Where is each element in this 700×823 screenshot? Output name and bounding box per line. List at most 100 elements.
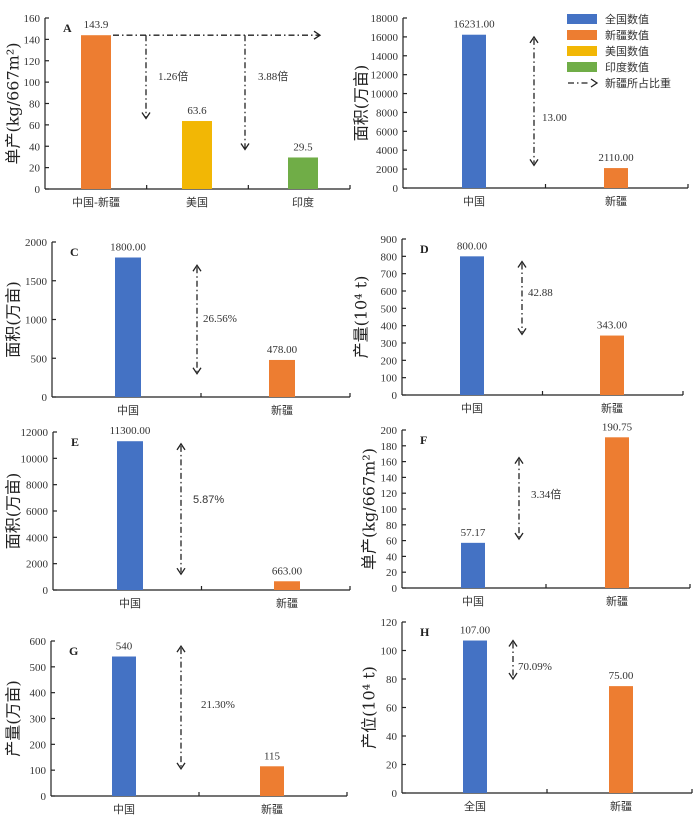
category-label: 新疆 (610, 799, 632, 813)
y-axis-label: 产量(10⁴ t) (352, 276, 371, 359)
y-tick-label: 900 (381, 234, 398, 246)
ratio-annotation: 3.88倍 (258, 69, 288, 83)
arrowhead-down (529, 158, 539, 167)
arrowhead-down (176, 567, 186, 576)
y-tick-label: 14000 (371, 51, 399, 63)
bar-national (117, 441, 143, 590)
panel-e: 0 2000 4000 6000 8000 10000 12000 11300.00 中国 663… (4, 425, 351, 610)
ratio-annotation: 21.30% (201, 699, 235, 711)
y-tick-label: 400 (381, 321, 398, 333)
y-tick-label: 100 (381, 646, 398, 658)
y-tick-label: 120 (381, 488, 398, 500)
y-tick-label: 160 (381, 457, 398, 469)
y-axis-label: 单产(kg/667m²) (360, 448, 379, 570)
category-label: 中国 (117, 404, 139, 417)
value-label: 75.00 (609, 670, 634, 682)
y-tick-label: 2000 (376, 164, 399, 176)
y-tick-label: 0 (392, 390, 398, 402)
ratio-annotation: 3.34倍 (531, 487, 561, 501)
y-tick-label: 500 (30, 662, 47, 674)
arrowhead-up (192, 264, 202, 272)
legend-item: 新疆数值 (567, 28, 649, 42)
y-axis-label: 面积(万亩) (4, 281, 23, 358)
panel-label: D (420, 242, 429, 256)
bar-national (463, 640, 487, 793)
y-tick-label: 140 (24, 34, 41, 46)
bar-national (115, 257, 141, 397)
y-tick-label: 60 (386, 703, 398, 715)
bar-national (112, 656, 136, 796)
legend-label: 新疆数值 (605, 28, 649, 42)
y-tick-label: 300 (381, 338, 398, 350)
arrowhead-down (176, 762, 186, 771)
y-tick-label: 40 (386, 551, 398, 563)
bar-xinjiang (609, 686, 633, 793)
bar-usa (182, 121, 212, 189)
arrowhead-right (313, 30, 322, 40)
y-tick-label: 0 (393, 183, 399, 195)
bar-xinjiang (600, 335, 624, 395)
category-label: 中国 (113, 803, 135, 816)
category-label: 中国 (463, 195, 485, 208)
y-tick-label: 4000 (376, 145, 399, 157)
legend-label: 新疆所占比重 (605, 76, 671, 90)
bar-xinjiang (260, 766, 284, 796)
y-tick-label: 0 (35, 184, 41, 196)
bar-national (462, 34, 486, 189)
arrowhead-up (514, 456, 524, 465)
y-tick-label: 40 (29, 141, 41, 153)
y-tick-label: 600 (381, 286, 398, 298)
y-tick-label: 12000 (371, 70, 399, 82)
y-tick-label: 200 (381, 425, 398, 437)
ratio-annotation: 42.88 (528, 287, 553, 299)
panel-label: H (420, 625, 430, 639)
arrowhead-up (517, 260, 527, 268)
y-tick-label: 500 (381, 303, 398, 315)
y-tick-label: 200 (30, 739, 47, 751)
y-tick-label: 1500 (25, 276, 48, 288)
category-label: 美国 (186, 196, 208, 209)
panel-g: 0 100 200 300 400 500 600 540 中国 115 新疆 G 产量(万亩) 21.3… (4, 636, 348, 816)
y-tick-label: 300 (30, 714, 47, 726)
y-tick-label: 16000 (371, 32, 399, 44)
arrowhead-down (517, 327, 527, 336)
y-tick-label: 20 (29, 163, 41, 175)
y-axis-label: 单产(kg/667m²) (4, 43, 23, 165)
bar-india (288, 157, 318, 189)
value-label: 11300.00 (110, 425, 151, 437)
value-label: 115 (264, 750, 281, 762)
panel-b: 0 2000 4000 6000 8000 10000 12000 14000 16000 180… (352, 13, 689, 208)
y-tick-label: 8000 (26, 480, 49, 492)
legend-item: 印度数值 (567, 60, 649, 74)
legend-arrowhead (590, 78, 599, 88)
y-tick-label: 1000 (25, 315, 48, 327)
category-label: 新疆 (271, 403, 293, 417)
value-label: 57.17 (461, 527, 486, 539)
panel-a: 0 20 40 60 80 100 120 140 160 143.9 中国-新疆 63.6 美国 29.… (4, 13, 351, 209)
y-tick-label: 20 (386, 567, 398, 579)
category-label: 新疆 (606, 594, 628, 608)
y-tick-label: 6000 (26, 506, 49, 518)
y-tick-label: 800 (381, 251, 398, 263)
ratio-annotation: 70.09% (518, 661, 552, 673)
category-label: 印度 (292, 195, 314, 209)
y-axis-label: 产量(万亩) (4, 680, 23, 757)
y-tick-label: 2000 (25, 237, 48, 249)
category-label: 新疆 (261, 802, 283, 816)
y-tick-label: 100 (381, 373, 398, 385)
legend-item: 新疆所占比重 (568, 76, 671, 90)
panel-label: C (70, 245, 79, 259)
value-label: 343.00 (597, 320, 628, 332)
bar-xinjiang (274, 581, 300, 590)
y-tick-label: 12000 (21, 427, 49, 439)
value-label: 63.6 (187, 105, 207, 117)
value-label: 800.00 (457, 240, 488, 252)
value-label: 190.75 (602, 421, 633, 433)
y-tick-label: 80 (386, 520, 398, 532)
category-label: 新疆 (605, 194, 627, 208)
y-tick-label: 0 (392, 583, 398, 595)
category-label: 新疆 (276, 596, 298, 610)
panel-label: G (69, 644, 78, 658)
category-label: 中国 (119, 597, 141, 610)
